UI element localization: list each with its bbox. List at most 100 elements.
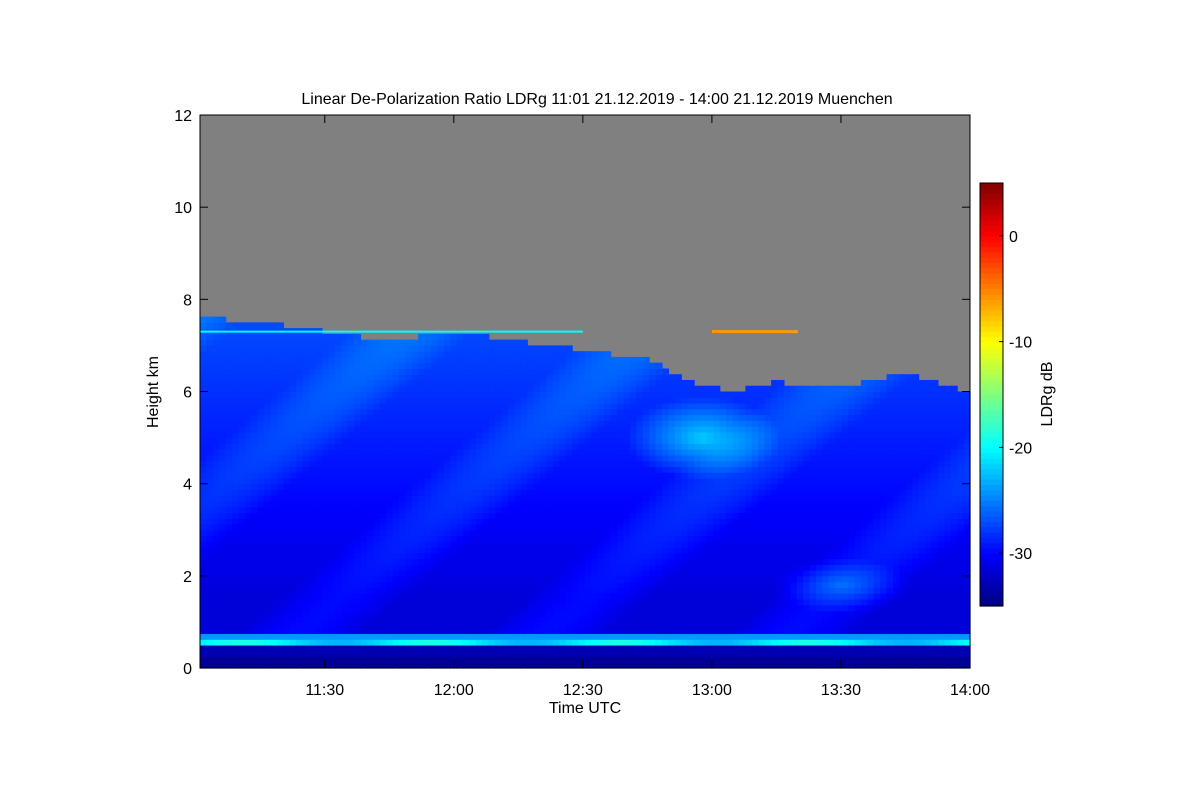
ldr-cell — [604, 374, 612, 381]
ldr-cell — [552, 575, 560, 583]
ldr-cell — [341, 523, 349, 531]
ldr-cell — [495, 587, 503, 594]
ldr-cell — [706, 598, 714, 606]
ldr-cell — [751, 477, 759, 485]
ldr-cell — [302, 374, 310, 381]
ldr-cell — [508, 610, 516, 617]
ldr-cell — [219, 339, 227, 347]
ldr-cell — [283, 379, 291, 387]
ldr-cell — [270, 454, 278, 462]
ldr-cell — [540, 581, 548, 588]
ldr-cell — [212, 339, 220, 347]
ldr-cell — [559, 535, 567, 542]
ldr-cell — [700, 621, 708, 629]
ldr-cell — [360, 339, 368, 347]
ldr-cell — [244, 466, 252, 473]
ldr-cell — [617, 518, 625, 525]
ldr-cell — [488, 391, 496, 398]
ldr-cell — [700, 437, 708, 444]
ldr-cell — [681, 593, 689, 600]
ldr-cell — [232, 512, 240, 519]
ldr-cell — [713, 575, 721, 583]
ldr-cell — [398, 547, 406, 554]
ldr-cell — [700, 575, 708, 583]
ldr-cell — [296, 431, 304, 439]
ldr-cell — [617, 639, 625, 646]
ldr-cell — [533, 414, 541, 421]
ldr-cell — [309, 374, 317, 381]
ldr-cell — [328, 506, 336, 514]
ldr-cell — [238, 460, 246, 467]
ldr-cell — [257, 564, 265, 571]
ldr-cell — [424, 431, 432, 439]
ldr-cell — [277, 616, 285, 623]
ldr-cell — [463, 575, 471, 583]
ldr-cell — [296, 403, 304, 410]
ldr-cell — [610, 650, 618, 658]
ldr-cell — [212, 356, 220, 364]
ldr-cell — [636, 581, 644, 588]
ldr-cell — [289, 374, 297, 381]
ldr-cell — [443, 431, 451, 439]
ldr-cell — [501, 547, 509, 554]
ldr-cell — [559, 639, 567, 646]
ldr-cell — [617, 587, 625, 594]
ldr-cell — [354, 570, 362, 577]
ldr-cell — [649, 610, 657, 617]
ldr-cell — [713, 449, 721, 456]
ldr-cell — [732, 564, 740, 571]
ldr-cell — [604, 633, 612, 640]
ldr-cell — [469, 454, 477, 462]
ldr-cell — [437, 650, 445, 658]
ldr-cell — [649, 391, 657, 398]
ldr-cell — [366, 443, 374, 450]
ldr-cell — [572, 564, 580, 571]
ldr-cell — [610, 500, 618, 508]
ldr-cell — [732, 489, 740, 496]
ldr-cell — [719, 616, 727, 623]
ldr-cell — [495, 374, 503, 381]
ldr-cell — [379, 541, 387, 548]
ldr-cell — [726, 431, 734, 439]
ldr-cell — [392, 414, 400, 421]
ldr-cell — [456, 495, 464, 502]
ldr-cell — [232, 408, 240, 416]
ldr-cell — [552, 547, 560, 554]
ldr-cell — [257, 593, 265, 600]
ldr-cell — [585, 506, 593, 514]
ldr-cell — [726, 477, 734, 485]
ldr-cell — [450, 518, 458, 525]
ldr-cell — [617, 477, 625, 485]
ldr-cell — [341, 529, 349, 537]
ldr-cell — [347, 449, 355, 456]
ldr-cell — [219, 662, 227, 669]
ldr-cell — [565, 581, 573, 588]
ldr-cell — [392, 379, 400, 387]
ldr-cell — [264, 333, 272, 341]
ldr-cell — [713, 650, 721, 658]
ldr-cell — [411, 633, 419, 640]
ldr-cell — [212, 414, 220, 421]
ldr-cell — [354, 604, 362, 611]
ldr-cell — [379, 500, 387, 508]
ldr-cell — [668, 472, 676, 479]
ldr-cell — [681, 500, 689, 508]
ldr-cell — [732, 552, 740, 560]
ldr-cell — [386, 593, 394, 600]
ldr-cell — [264, 362, 272, 370]
ldr-cell — [662, 535, 670, 542]
ldr-cell — [706, 518, 714, 525]
ldr-cell — [726, 627, 734, 635]
ldr-cell — [289, 656, 297, 663]
ldr-cell — [206, 558, 214, 565]
ldr-cell — [668, 477, 676, 485]
ldr-cell — [758, 610, 766, 617]
ldr-cell — [706, 523, 714, 531]
ldr-cell — [533, 472, 541, 479]
ldr-cell — [674, 616, 682, 623]
ldr-cell — [527, 558, 535, 565]
ldr-cell — [334, 339, 342, 347]
ldr-cell — [302, 610, 310, 617]
ldr-cell — [719, 403, 727, 410]
ldr-cell — [706, 506, 714, 514]
